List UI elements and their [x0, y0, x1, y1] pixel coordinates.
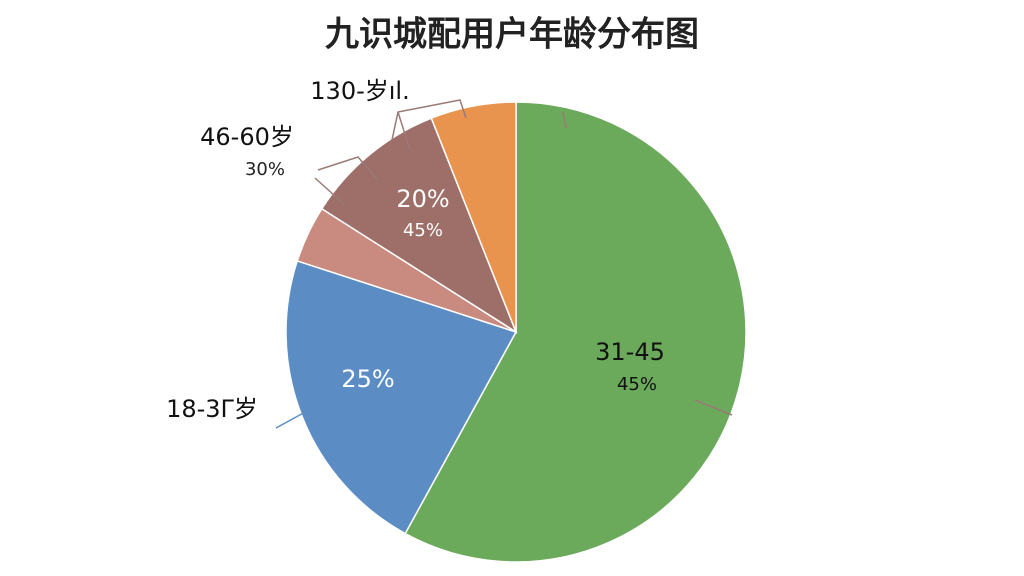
pie-slice	[430, 101, 517, 333]
leader-line	[317, 156, 379, 181]
leader-line	[391, 99, 467, 141]
category-label: 46-60岁	[200, 123, 294, 151]
category-label: 18-3Γ岁	[166, 395, 258, 423]
pie	[285, 101, 747, 563]
annotation: 30%	[245, 159, 285, 180]
pie-slice	[404, 101, 747, 563]
annotation: 45%	[403, 220, 443, 241]
leader-line	[275, 404, 319, 429]
leader-lines	[275, 99, 733, 429]
category-label: 31-45	[595, 338, 665, 366]
annotation: 20%	[396, 185, 449, 213]
pie-slice	[285, 259, 518, 535]
leader-line	[397, 111, 411, 151]
annotation: 45%	[617, 374, 657, 395]
category-label: 130-岁ıl.	[310, 77, 409, 105]
annotation: 25%	[341, 365, 394, 393]
leader-line	[314, 177, 346, 206]
leader-line	[694, 399, 733, 416]
chart-title: 九识城配用户年龄分布图	[325, 15, 699, 55]
leader-line	[562, 111, 567, 129]
